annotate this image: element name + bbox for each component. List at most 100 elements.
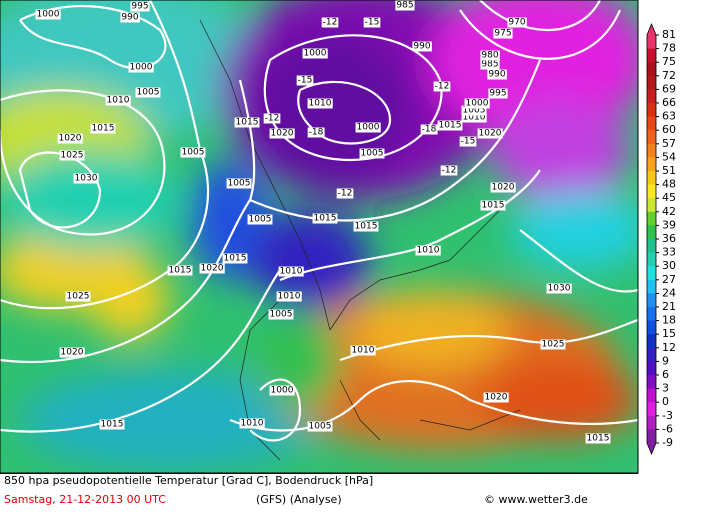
isobar-label-bg — [350, 345, 376, 356]
colorbar-segment — [647, 62, 656, 77]
isobar-label: 1020 — [59, 134, 82, 144]
isobar-label: 1000 — [357, 123, 380, 133]
colorbar-segment — [647, 402, 656, 417]
isobar-label: 995 — [489, 89, 506, 99]
isobar-label-bg — [199, 263, 225, 274]
colorbar-segment — [647, 388, 656, 403]
isobar-label: 1005 — [228, 179, 251, 189]
temperature-label-bg — [433, 81, 451, 92]
colorbar-label: 27 — [662, 273, 676, 286]
colorbar-label: 21 — [662, 300, 676, 313]
isobar-label-bg — [464, 98, 490, 109]
isobar-label: 1010 — [352, 346, 375, 356]
isobar-label-bg — [226, 178, 252, 189]
isobar-label-bg — [395, 0, 415, 11]
isobar-label: 1000 — [271, 386, 294, 396]
colorbar-label: 57 — [662, 137, 676, 150]
isobar-label-bg — [59, 150, 85, 161]
isobar-label-bg — [239, 418, 265, 429]
colorbar-label: -6 — [662, 422, 673, 435]
temperature-label: -12 — [435, 82, 450, 92]
isobar-label: 1005 — [309, 422, 332, 432]
isobar-label-bg — [477, 128, 503, 139]
isobar-label-bg — [461, 105, 487, 116]
isobar-label-bg — [90, 123, 116, 134]
temperature-label-bg — [363, 17, 381, 28]
colorbar-label: 66 — [662, 96, 676, 109]
isobar-label: 1010 — [463, 113, 486, 123]
isobar-label-bg — [57, 133, 83, 144]
colorbar-label: 42 — [662, 205, 676, 218]
isobar-label-bg — [415, 245, 441, 256]
isobar-label-bg — [99, 419, 125, 430]
temperature-label-bg — [307, 127, 325, 138]
colorbar-segment — [647, 320, 656, 335]
isobar-label-bg — [488, 88, 508, 99]
isobar-label-bg — [234, 117, 260, 128]
temperature-label: -12 — [338, 189, 353, 199]
isobar-label: 1015 — [439, 121, 462, 131]
isobar-label-bg — [268, 309, 294, 320]
colorbar-label: 69 — [662, 82, 676, 95]
isobar-label: 1010 — [280, 267, 303, 277]
isobar-label-bg — [247, 214, 273, 225]
temperature-label: -12 — [265, 114, 280, 124]
isobar-label: 985 — [481, 60, 498, 70]
temperature-label-bg — [459, 136, 477, 147]
isobar-label: 1020 — [61, 348, 84, 358]
colorbar-segment — [647, 347, 656, 362]
isobar-label-bg — [128, 62, 154, 73]
isobar-label: 1015 — [236, 118, 259, 128]
isobar-label-bg — [490, 182, 516, 193]
isobar-label-bg — [507, 17, 527, 28]
isobar-label: 1030 — [75, 174, 98, 184]
isobar-label: 1015 — [587, 434, 610, 444]
isobar-label-bg — [585, 433, 611, 444]
isobar-label: 1020 — [201, 264, 224, 274]
colorbar-label: -9 — [662, 436, 673, 449]
colorbar-label: 9 — [662, 354, 669, 367]
colorbar-segment — [647, 429, 656, 444]
footer-title: 850 hpa pseudopotentielle Temperatur [Gr… — [4, 474, 373, 487]
temperature-label: -15 — [365, 18, 380, 28]
isobar-labels: 1000 990995100010051010101510201025103010… — [35, 0, 611, 444]
isobar-label-bg — [307, 421, 333, 432]
isobar-label: 1005 — [182, 148, 205, 158]
isobar-label-bg — [269, 128, 295, 139]
isobar-label-bg — [269, 385, 295, 396]
isobar-label: 990 — [121, 13, 138, 23]
temperature-label: -15 — [461, 137, 476, 147]
isobar-label-bg — [180, 147, 206, 158]
isobar-label: 1020 — [479, 129, 502, 139]
isobar-label-bg — [480, 200, 506, 211]
colorbar-label: 12 — [662, 341, 676, 354]
isobar-label: 1025 — [542, 340, 565, 350]
isobar-label-bg — [105, 95, 131, 106]
isobar-label: 990 — [413, 42, 430, 52]
isobar-label: 1010 — [241, 419, 264, 429]
colorbar-segment — [647, 48, 656, 63]
temperature-label-bg — [263, 113, 281, 124]
colorbar-label: 30 — [662, 259, 676, 272]
isobar-label-bg — [130, 1, 150, 12]
isobar-label: 1015 — [482, 201, 505, 211]
isobar-label-bg — [546, 283, 572, 294]
temperature-label-bg — [420, 124, 438, 135]
footer-credit: © www.wetter3.de — [484, 493, 588, 506]
colorbar-segment — [647, 116, 656, 131]
colorbar-label: 39 — [662, 218, 676, 231]
colorbar-segment — [647, 130, 656, 145]
isobar-label: 1000 — [130, 63, 153, 73]
isobar-label: 985 — [396, 1, 413, 11]
colorbar-label: 3 — [662, 382, 669, 395]
isobar-label-bg — [307, 98, 333, 109]
footer-model: (GFS) (Analyse) — [256, 493, 342, 506]
colorbar-label: 51 — [662, 164, 676, 177]
isobar-label: 1000 — [37, 10, 60, 20]
isobar-label-bg — [135, 87, 161, 98]
isobar-label: 1000 — [304, 49, 327, 59]
isobar-label: 980 — [481, 51, 498, 61]
colorbar-label: 0 — [662, 395, 669, 408]
isobar-label-bg — [167, 265, 193, 276]
temperature-label: -15 — [298, 76, 313, 86]
